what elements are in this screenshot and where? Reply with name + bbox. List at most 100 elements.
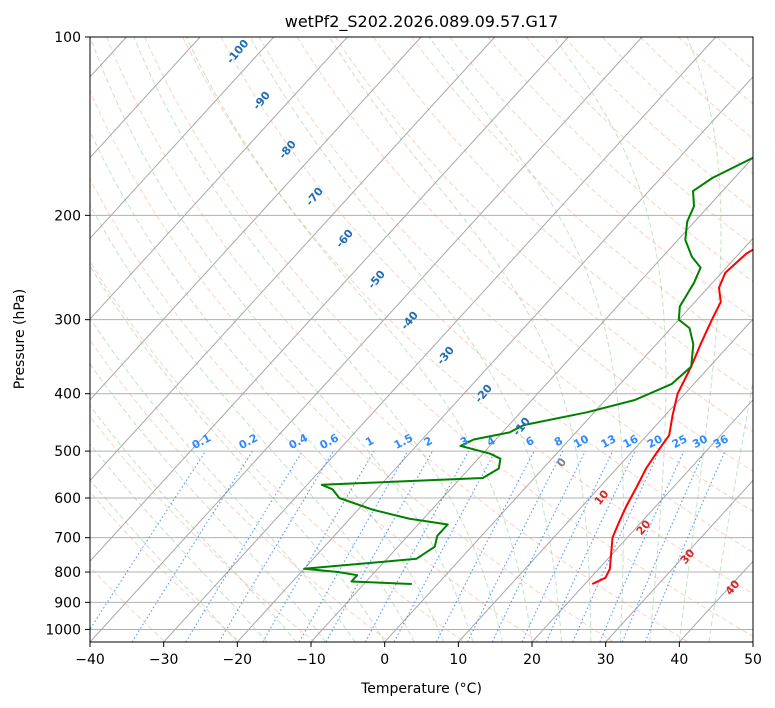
y-tick-label: 200 — [54, 208, 81, 224]
mixing-ratio-line — [364, 450, 470, 642]
moist-adiabat-line — [185, 37, 533, 642]
x-tick-label: 20 — [523, 652, 541, 668]
chart-title: wetPf2_S202.2026.089.09.57.G17 — [285, 12, 559, 32]
isotherm-grid-line — [752, 641, 753, 642]
dry-adiabat-line — [525, 37, 753, 246]
isotherm-grid-line — [163, 37, 717, 642]
isotherm-grid-line — [90, 37, 201, 159]
mixing-ratio-label: 10 — [571, 432, 591, 451]
y-axis: 100 200 300 400 500 600 700 800 900 1000 — [45, 30, 90, 638]
dewpoint-profile-line — [303, 156, 753, 585]
mixing-ratio-label: 25 — [670, 432, 690, 451]
dry-adiabat-label: 10 — [592, 487, 612, 507]
dry-adiabat-label: 0 — [554, 455, 569, 469]
dry-adiabat-line — [90, 178, 540, 642]
x-tick-label: −40 — [75, 652, 105, 668]
mixing-ratio-label: 1.5 — [392, 431, 415, 452]
plot-frame — [89, 36, 754, 643]
mixing-ratio-label: 30 — [690, 432, 710, 451]
isotherm-grid-line — [531, 399, 753, 642]
y-tick-label: 100 — [54, 30, 81, 46]
mixing-ratio-label: 0.2 — [237, 431, 260, 452]
mixing-ratio-line — [393, 450, 496, 642]
moist-adiabat-line — [90, 130, 445, 642]
y-tick-label: 400 — [54, 387, 81, 403]
y-tick-label: 700 — [54, 531, 81, 547]
dry-adiabat-line — [144, 37, 753, 637]
dry-adiabat-line — [90, 260, 465, 642]
dry-adiabat-line — [90, 339, 390, 642]
isotherm-grid-line — [310, 156, 753, 642]
dry-adiabat-label: -30 — [434, 344, 457, 368]
mixing-ratio-label: 0.6 — [317, 431, 341, 452]
mixing-ratio-line — [218, 450, 334, 642]
dry-adiabat-label: -20 — [472, 382, 495, 406]
moist-adiabat-line — [90, 317, 356, 642]
x-tick-label: 40 — [670, 652, 688, 668]
dry-adiabat-line — [563, 37, 753, 210]
mixing-ratio-line — [621, 450, 705, 642]
x-axis-label: Temperature (°C) — [360, 681, 482, 697]
x-tick-label: −10 — [296, 652, 326, 668]
background-lines — [90, 37, 753, 642]
dry-adiabat-line — [258, 37, 753, 513]
y-tick-label: 800 — [54, 565, 81, 581]
mixing-ratio-line — [185, 450, 304, 642]
mixing-ratio-label: 0.4 — [287, 431, 311, 452]
dry-adiabat-line — [106, 37, 689, 642]
dry-adiabat-line — [373, 37, 753, 395]
isotherm-grid-line — [90, 37, 569, 563]
mixing-ratio-line — [599, 450, 685, 642]
isotherm-grid-line — [90, 37, 422, 401]
moist-adiabat-line — [90, 443, 268, 642]
dry-adiabat-line — [182, 37, 753, 595]
dry-adiabat-line — [334, 37, 753, 433]
y-tick-label: 500 — [54, 444, 81, 460]
moist-adiabat-line — [90, 479, 238, 642]
dry-adiabat-line — [296, 37, 753, 473]
x-tick-label: −20 — [223, 652, 253, 668]
dry-adiabat-label: 40 — [723, 577, 743, 597]
dry-adiabat-line — [90, 415, 316, 642]
moist-adiabat-line — [90, 363, 327, 642]
moist-adiabat-line — [249, 37, 562, 642]
dry-adiabat-line — [601, 37, 753, 175]
profile-lines — [303, 156, 753, 585]
x-axis: −40 −30 −20 −10 0 10 20 30 40 50 — [75, 642, 762, 668]
isotherm-grid-line — [384, 237, 753, 642]
mixing-ratio-label: 16 — [621, 432, 641, 451]
isotherm-grid-line — [90, 37, 496, 482]
isotherm-grid-line — [457, 318, 753, 642]
moist-adiabat-line — [90, 204, 415, 642]
grid-lines — [90, 37, 753, 642]
dry-adiabat-line — [90, 89, 614, 642]
dry-adiabat-label: -80 — [276, 138, 299, 162]
isotherm-grid-line — [90, 37, 348, 320]
mixing-ratio-label: 0.1 — [190, 431, 213, 452]
x-tick-label: −30 — [149, 652, 179, 668]
mixing-ratio-line — [644, 450, 726, 642]
dry-adiabat-label: -70 — [303, 185, 326, 209]
dry-adiabat-label: -100 — [224, 37, 252, 67]
moist-adiabat-line — [328, 37, 592, 642]
x-tick-label: 0 — [380, 652, 389, 668]
mixing-ratio-label: 2 — [422, 434, 435, 449]
y-tick-label: 300 — [54, 313, 81, 329]
mixing-ratio-label: 13 — [599, 432, 619, 451]
moist-adiabat-line — [708, 378, 753, 642]
moist-adiabat-line — [90, 37, 474, 642]
dry-adiabat-label: -50 — [365, 268, 388, 292]
moist-adiabat-line — [133, 37, 503, 642]
y-tick-label: 900 — [54, 595, 81, 611]
moist-adiabat-line — [678, 37, 722, 642]
mixing-ratio-line — [572, 450, 660, 642]
dry-adiabat-label: -60 — [333, 227, 356, 251]
isotherm-grid-line — [236, 76, 753, 642]
x-tick-label: 50 — [744, 652, 762, 668]
moist-adiabat-line — [90, 264, 386, 642]
moist-adiabat-line — [428, 37, 624, 642]
dry-adiabat-line — [411, 37, 753, 357]
x-tick-label: 30 — [597, 652, 615, 668]
dry-adiabat-line — [90, 491, 241, 642]
mixing-ratio-label: 4 — [485, 434, 498, 449]
